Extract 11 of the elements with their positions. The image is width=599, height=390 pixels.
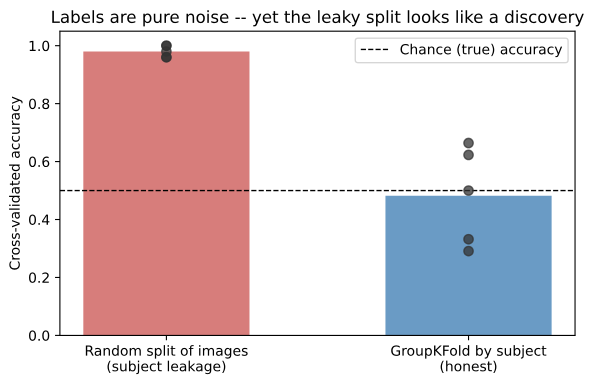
- y-tick-label: 0.6: [29, 156, 50, 168]
- chart-title: Labels are pure noise -- yet the leaky split looks like a discovery: [52, 10, 584, 26]
- x-tick-label: Random split of images (subject leakage): [86, 345, 248, 374]
- y-tick-label: 0.0: [29, 330, 50, 341]
- x-tick-label: GroupKFold by subject (honest): [391, 345, 546, 374]
- y-tick-label: 0.2: [29, 272, 49, 283]
- y-tick-label: 1.0: [30, 40, 50, 52]
- y-axis-title: Cross-validated accuracy: [9, 96, 23, 270]
- y-tick-label: 0.8: [29, 98, 50, 110]
- y-tick-label: 0.4: [29, 214, 50, 225]
- legend-label: Chance (true) accuracy: [400, 44, 562, 58]
